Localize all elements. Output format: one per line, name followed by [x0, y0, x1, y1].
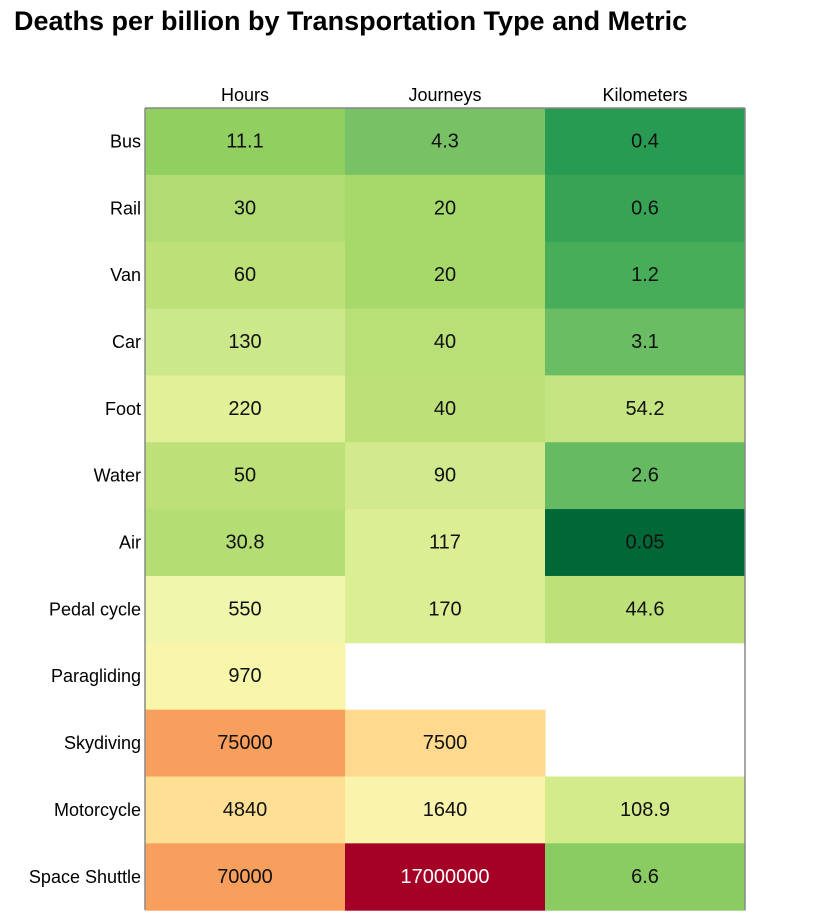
cell-van-journeys: [345, 241, 546, 310]
row-label-bus: Bus: [110, 131, 141, 151]
cell-car-journeys: [345, 308, 546, 376]
cell-water-kilometers: [545, 442, 746, 510]
cell-value-paragliding-hours: 970: [228, 665, 261, 687]
row-label-water: Water: [94, 466, 141, 486]
cell-value-rail-journeys: 20: [434, 197, 456, 219]
cell-skydiving-hours: [145, 709, 346, 777]
cell-value-skydiving-hours: 75000: [217, 732, 273, 754]
cell-value-motorcycle-journeys: 1640: [423, 799, 468, 821]
cell-value-foot-hours: 220: [228, 398, 261, 420]
cell-foot-hours: [145, 375, 346, 443]
cell-value-water-journeys: 90: [434, 465, 456, 487]
column-label-journeys: Journeys: [408, 85, 481, 105]
cell-value-pedal-cycle-journeys: 170: [428, 598, 461, 620]
row-label-van: Van: [110, 265, 141, 285]
cell-value-air-journeys: 117: [429, 532, 461, 554]
heatmap-cells: [145, 108, 746, 911]
row-label-skydiving: Skydiving: [64, 733, 141, 753]
cell-rail-kilometers: [545, 174, 746, 243]
cell-value-foot-kilometers: 54.2: [626, 398, 665, 420]
cell-value-rail-kilometers: 0.6: [631, 197, 659, 219]
cell-pedal-cycle-journeys: [345, 575, 546, 644]
column-label-kilometers: Kilometers: [602, 85, 687, 105]
cell-bus-kilometers: [545, 108, 746, 176]
cell-value-skydiving-journeys: 7500: [423, 732, 468, 754]
cell-van-kilometers: [545, 241, 746, 310]
cell-value-rail-hours: 30: [234, 197, 256, 219]
cell-space-shuttle-kilometers: [545, 843, 746, 911]
cell-value-pedal-cycle-hours: 550: [228, 598, 261, 620]
row-label-pedal-cycle: Pedal cycle: [49, 599, 141, 619]
row-label-motorcycle: Motorcycle: [54, 800, 141, 820]
cell-bus-hours: [145, 108, 346, 176]
cell-space-shuttle-hours: [145, 843, 346, 911]
cell-bus-journeys: [345, 108, 546, 176]
cell-foot-journeys: [345, 375, 546, 443]
chart-title: Deaths per billion by Transportation Typ…: [14, 6, 688, 36]
cell-value-space-shuttle-journeys: 17000000: [401, 866, 490, 888]
cell-value-water-hours: 50: [234, 465, 256, 487]
cell-air-hours: [145, 509, 346, 577]
cell-paragliding-hours: [145, 642, 346, 711]
cell-value-car-kilometers: 3.1: [631, 331, 659, 353]
cell-value-car-hours: 130: [228, 331, 261, 353]
cell-value-water-kilometers: 2.6: [631, 465, 659, 487]
cell-value-motorcycle-kilometers: 108.9: [620, 799, 670, 821]
cell-rail-journeys: [345, 174, 546, 243]
cell-air-kilometers: [545, 509, 746, 577]
cell-pedal-cycle-kilometers: [545, 575, 746, 644]
cell-value-space-shuttle-kilometers: 6.6: [631, 866, 659, 888]
cell-motorcycle-kilometers: [545, 776, 746, 844]
heatmap-labels: Hours Journeys Kilometers Bus Rail Van Car Foot…: [29, 85, 688, 888]
cell-value-car-journeys: 40: [434, 331, 456, 353]
cell-van-hours: [145, 241, 346, 310]
row-label-car: Car: [112, 332, 141, 352]
cell-value-pedal-cycle-kilometers: 44.6: [626, 598, 665, 620]
cell-value-motorcycle-hours: 4840: [223, 799, 268, 821]
row-label-space-shuttle: Space Shuttle: [29, 867, 141, 887]
cell-car-kilometers: [545, 308, 746, 376]
cell-value-van-kilometers: 1.2: [631, 264, 659, 286]
cell-value-bus-hours: 11.1: [226, 130, 263, 152]
row-label-foot: Foot: [105, 399, 141, 419]
cell-rail-hours: [145, 174, 346, 243]
cell-value-bus-kilometers: 0.4: [631, 130, 659, 152]
cell-value-van-hours: 60: [234, 264, 256, 286]
cell-foot-kilometers: [545, 375, 746, 443]
cell-value-space-shuttle-hours: 70000: [217, 866, 273, 888]
row-label-air: Air: [119, 533, 141, 553]
cell-air-journeys: [345, 509, 546, 577]
row-label-paragliding: Paragliding: [51, 666, 141, 686]
cell-water-journeys: [345, 442, 546, 510]
cell-water-hours: [145, 442, 346, 510]
cell-motorcycle-hours: [145, 776, 346, 844]
cell-value-van-journeys: 20: [434, 264, 456, 286]
cell-value-foot-journeys: 40: [434, 398, 456, 420]
cell-pedal-cycle-hours: [145, 575, 346, 644]
cell-value-air-kilometers: 0.05: [626, 532, 665, 554]
cell-space-shuttle-journeys: [345, 843, 546, 911]
cell-value-bus-journeys: 4.3: [431, 130, 459, 152]
cell-motorcycle-journeys: [345, 776, 546, 844]
cell-value-air-hours: 30.8: [226, 532, 265, 554]
row-label-rail: Rail: [110, 198, 141, 218]
cell-skydiving-journeys: [345, 709, 546, 777]
column-label-hours: Hours: [221, 85, 269, 105]
cell-car-hours: [145, 308, 346, 376]
